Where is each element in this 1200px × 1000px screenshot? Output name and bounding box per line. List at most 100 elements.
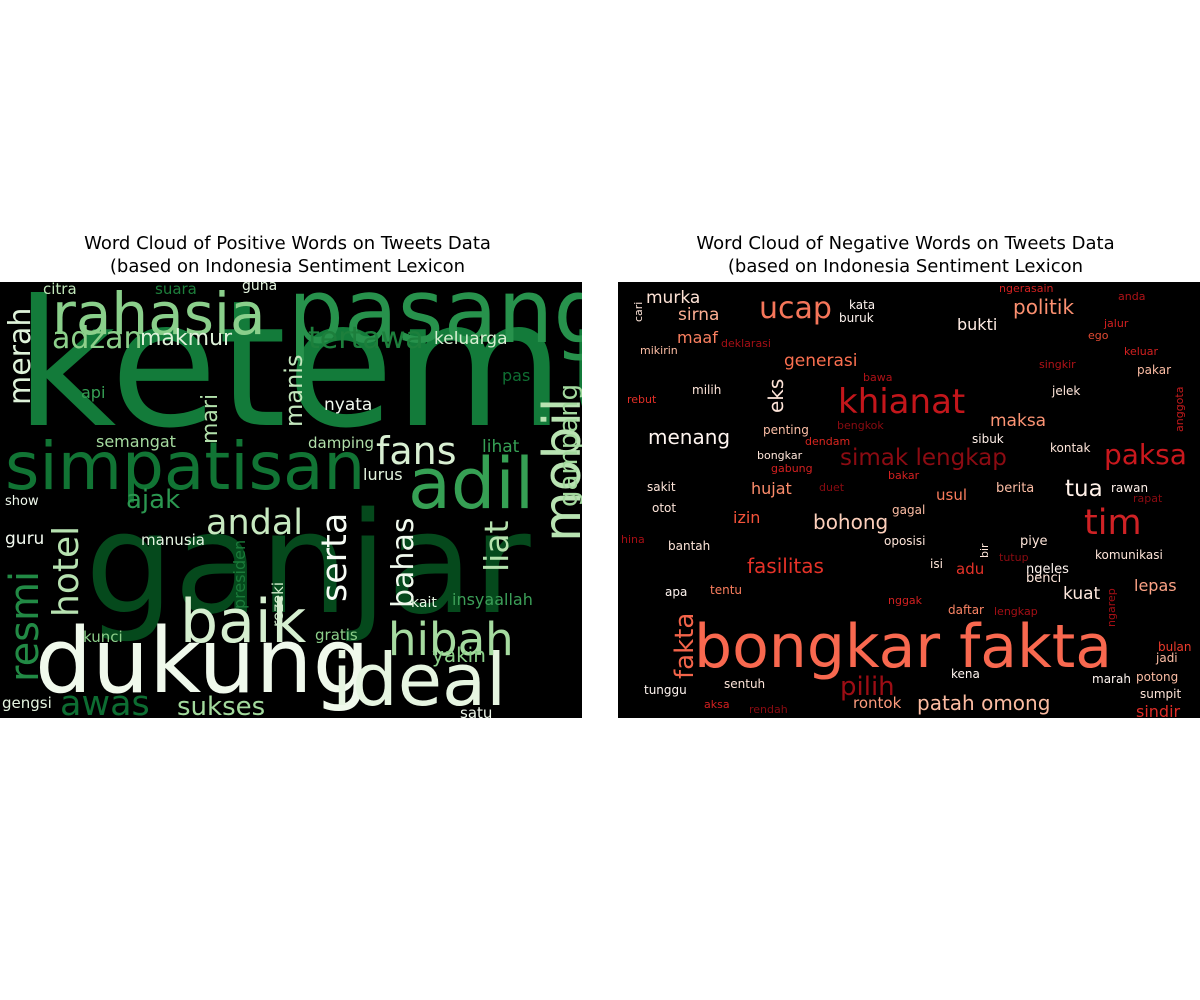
positive-cloud-title: Word Cloud of Positive Words on Tweets D… xyxy=(84,233,491,277)
cloud-word-mobil: mobil xyxy=(533,398,582,542)
cloud-word-buruk: buruk xyxy=(839,311,874,325)
cloud-word-marah: marah xyxy=(1092,672,1131,686)
cloud-word-satu: satu xyxy=(460,704,492,718)
cloud-word-gampang: gampang xyxy=(554,384,582,507)
cloud-word-berita: berita xyxy=(996,481,1034,496)
cloud-word-sibuk: sibuk xyxy=(972,432,1004,446)
cloud-word-adzan: adzan xyxy=(52,321,143,356)
cloud-word-jalur: jalur xyxy=(1103,317,1129,330)
cloud-word-tua: tua xyxy=(1065,476,1103,502)
cloud-word-bohong: bohong xyxy=(813,510,888,534)
cloud-word-bakar: bakar xyxy=(888,469,920,482)
cloud-word-dukung: dukung xyxy=(35,609,370,714)
cloud-word-lurus: lurus xyxy=(363,465,403,484)
cloud-word-bongkar: bongkar xyxy=(757,449,803,462)
cloud-word-oposisi: oposisi xyxy=(884,534,925,548)
cloud-word-rahasia: rahasia xyxy=(52,282,266,348)
cloud-word-duet: duet xyxy=(819,481,845,494)
cloud-word-resmi: resmi xyxy=(2,571,48,682)
cloud-word-kena: kena xyxy=(951,667,980,681)
cloud-word-khianat: khianat xyxy=(838,382,965,422)
cloud-word-simak-lengkap: simak lengkap xyxy=(840,445,1007,471)
cloud-word-fans: fans xyxy=(376,429,457,473)
cloud-word-kuat: kuat xyxy=(1063,584,1101,604)
cloud-word-kait: kait xyxy=(411,595,437,611)
cloud-word-lihat: lihat xyxy=(482,437,520,457)
cloud-word-ketemu: ketemu xyxy=(15,282,582,467)
cloud-word-guna: guna xyxy=(242,282,277,294)
cloud-word-adil: adil xyxy=(408,443,534,525)
cloud-word-merah: merah xyxy=(3,308,38,405)
cloud-word-pakar: pakar xyxy=(1137,363,1171,377)
cloud-word-jadi: jadi xyxy=(1155,651,1178,665)
cloud-word-adu: adu xyxy=(956,560,984,578)
cloud-word-hotel: hotel xyxy=(46,526,87,617)
cloud-word-eks: eks xyxy=(764,379,788,413)
positive-word-cloud-svg: ketemuganjardukung pasang simpatisan rahasi… xyxy=(0,282,582,718)
cloud-word-bahas: bahas xyxy=(386,518,421,608)
cloud-word-tutup: tutup xyxy=(999,551,1029,564)
cloud-word-ngeles: ngeles xyxy=(1026,562,1069,577)
cloud-word-pas: pas xyxy=(502,366,530,385)
cloud-word-citra: citra xyxy=(43,282,77,298)
cloud-word-semangat: semangat xyxy=(96,432,176,451)
cloud-word-sentuh: sentuh xyxy=(724,677,765,691)
cloud-word-bukti: bukti xyxy=(957,315,997,334)
cloud-word-fakta: fakta xyxy=(670,613,700,679)
cloud-word-kata: kata xyxy=(849,298,875,312)
negative-word-cloud: bongkar fakta khianat tim ucap paksa pilih sim… xyxy=(618,282,1200,718)
cloud-word-sirna: sirna xyxy=(678,305,719,325)
cloud-word-generasi: generasi xyxy=(784,351,857,371)
cloud-word-serta: serta xyxy=(315,513,355,602)
cloud-word-liat: liat xyxy=(477,520,516,572)
cloud-word-damping: damping xyxy=(308,434,374,452)
cloud-word-ganjar: ganjar xyxy=(85,483,531,646)
cloud-word-maaf: maaf xyxy=(677,328,718,347)
cloud-word-lengkap: lengkap xyxy=(994,605,1038,618)
cloud-word-deklarasi: deklarasi xyxy=(721,337,771,350)
cloud-word-andal: andal xyxy=(206,503,303,543)
cloud-word-singkir: singkir xyxy=(1039,358,1076,371)
cloud-word-pasang: pasang xyxy=(288,282,582,363)
cloud-background xyxy=(618,282,1200,718)
cloud-word-bongkar-fakta: bongkar fakta xyxy=(694,612,1112,682)
cloud-word-hibah: hibah xyxy=(388,613,514,666)
cloud-word-makmur: makmur xyxy=(140,326,233,351)
cloud-word-manusia: manusia xyxy=(141,531,205,549)
cloud-word-show: show xyxy=(5,494,39,509)
cloud-word-tentu: tentu xyxy=(710,583,742,597)
cloud-word-usul: usul xyxy=(936,486,967,504)
cloud-word-awas: awas xyxy=(60,684,150,718)
cloud-word-suara: suara xyxy=(155,282,197,298)
cloud-word-rezeki: rezeki xyxy=(269,582,287,627)
cloud-word-menang: menang xyxy=(648,425,730,449)
cloud-word-guru: guru xyxy=(5,529,44,549)
cloud-word-gabung: gabung xyxy=(771,462,813,475)
cloud-word-murka: murka xyxy=(646,288,700,308)
cloud-word-maksa: maksa xyxy=(990,411,1046,431)
negative-word-cloud-svg: bongkar fakta khianat tim ucap paksa pilih sim… xyxy=(618,282,1200,718)
cloud-word-nyata: nyata xyxy=(324,395,372,415)
cloud-word-ngerasain: ngerasain xyxy=(999,282,1054,295)
cloud-word-anggota: anggota xyxy=(1173,387,1186,432)
cloud-word-fasilitas: fasilitas xyxy=(747,554,824,578)
cloud-word-mikirin: mikirin xyxy=(640,344,678,357)
cloud-word-lepas: lepas xyxy=(1134,576,1177,595)
cloud-word-tim: tim xyxy=(1084,503,1142,543)
negative-cloud-title: Word Cloud of Negative Words on Tweets D… xyxy=(696,233,1115,277)
cloud-word-manis: manis xyxy=(280,355,308,427)
positive-word-cloud: ketemuganjardukung pasang simpatisan rahasi… xyxy=(0,282,582,718)
cloud-word-keluarga: keluarga xyxy=(434,329,508,349)
cloud-word-hujat: hujat xyxy=(751,479,792,498)
cloud-word-bulan: bulan xyxy=(1158,640,1192,654)
cloud-background xyxy=(0,282,582,718)
cloud-word-rebut: rebut xyxy=(627,393,657,406)
cloud-word-daftar: daftar xyxy=(948,603,984,617)
cloud-word-anda: anda xyxy=(1118,290,1145,303)
cloud-word-politik: politik xyxy=(1013,295,1074,319)
cloud-word-mari: mari xyxy=(198,394,223,444)
cloud-word-gratis: gratis xyxy=(315,626,358,644)
cloud-word-ajak: ajak xyxy=(126,485,180,515)
cloud-word-penting: penting xyxy=(763,423,809,437)
cloud-word-izin: izin xyxy=(733,508,760,527)
